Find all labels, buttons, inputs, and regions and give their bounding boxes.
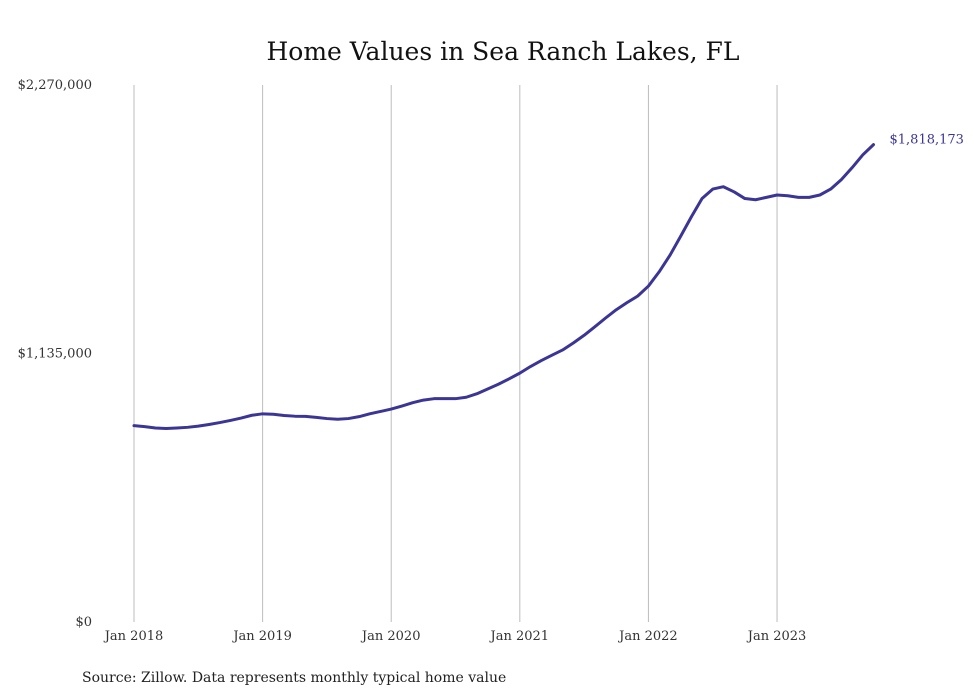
source-note: Source: Zillow. Data represents monthly …	[82, 670, 506, 686]
x-tick-label: Jan 2021	[489, 629, 550, 644]
gridlines	[133, 85, 778, 622]
x-tick-label: Jan 2023	[746, 629, 807, 644]
x-tick-label: Jan 2018	[103, 629, 164, 644]
chart-title: Home Values in Sea Ranch Lakes, FL	[266, 37, 739, 66]
x-tick-label: Jan 2022	[617, 629, 678, 644]
x-axis-tick-labels: Jan 2018 Jan 2019 Jan 2020 Jan 2021 Jan 2022…	[103, 629, 807, 644]
y-tick-label: $1,135,000	[18, 347, 92, 362]
latest-value-label: $1,818,173	[890, 133, 964, 148]
x-tick-label: Jan 2020	[360, 629, 421, 644]
x-tick-label: Jan 2019	[231, 629, 292, 644]
y-tick-label: $2,270,000	[18, 78, 92, 93]
home-value-series-line	[132, 143, 875, 430]
y-axis-tick-labels: $0 $1,135,000 $2,270,000	[18, 78, 92, 630]
y-tick-label: $0	[75, 615, 92, 630]
